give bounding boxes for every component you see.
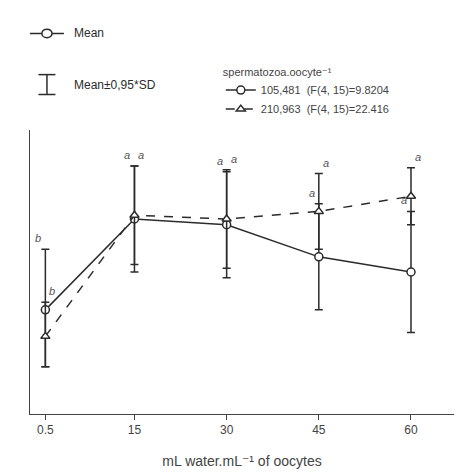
svg-text:210,963 (F(4, 15)=22.416: 210,963 (F(4, 15)=22.416 [261, 103, 389, 115]
svg-text:spermatozoa.oocyte⁻¹: spermatozoa.oocyte⁻¹ [223, 66, 332, 78]
svg-text:45: 45 [312, 423, 326, 437]
svg-text:a: a [138, 149, 144, 161]
svg-text:mL water.mL⁻¹ of oocytes: mL water.mL⁻¹ of oocytes [162, 453, 321, 469]
svg-text:15: 15 [128, 423, 142, 437]
svg-text:Mean±0,95*SD: Mean±0,95*SD [74, 78, 156, 92]
svg-text:a: a [217, 155, 223, 167]
svg-text:a: a [323, 157, 329, 169]
svg-text:b: b [49, 285, 55, 297]
svg-text:60: 60 [404, 423, 418, 437]
svg-text:a: a [401, 194, 407, 206]
svg-text:a: a [415, 151, 421, 163]
svg-text:105,481 (F(4, 15)=9.8204: 105,481 (F(4, 15)=9.8204 [261, 84, 389, 96]
svg-text:b: b [35, 232, 41, 244]
svg-text:a: a [231, 153, 237, 165]
svg-text:Mean: Mean [74, 26, 104, 40]
svg-text:a: a [309, 187, 315, 199]
svg-text:30: 30 [220, 423, 234, 437]
svg-text:a: a [124, 149, 130, 161]
svg-text:0.5: 0.5 [37, 423, 54, 437]
